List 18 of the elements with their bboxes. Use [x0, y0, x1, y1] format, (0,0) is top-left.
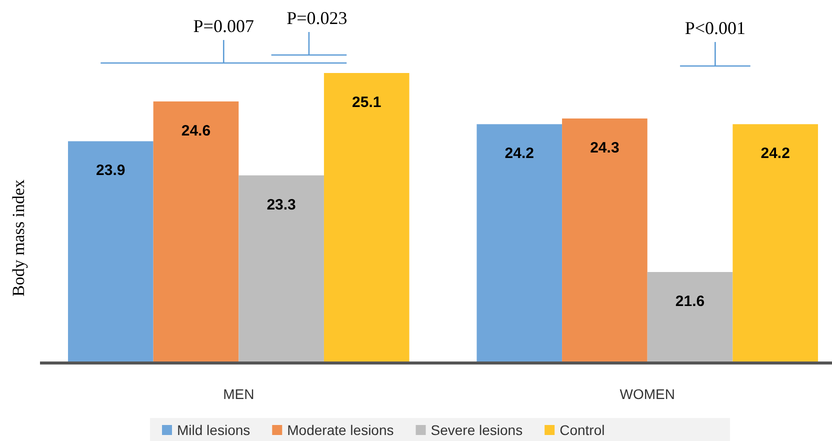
data-label: 24.2: [760, 145, 790, 162]
data-label: 24.2: [504, 145, 534, 162]
data-label: 24.6: [181, 122, 211, 140]
x-tick-label: WOMEN: [620, 386, 675, 402]
text: P=0.007: [193, 16, 254, 36]
text: P=0.023: [286, 8, 348, 28]
legend-label: Mild lesions: [177, 422, 250, 438]
data-label: 23.3: [266, 196, 296, 214]
data-label: 21.6: [675, 293, 705, 310]
data-label: 23.9: [96, 162, 126, 180]
text: P<0.001: [684, 18, 746, 38]
legend-label: Moderate lesions: [287, 422, 394, 438]
data-label: 25.1: [352, 94, 382, 111]
legend-label: Severe lesions: [430, 422, 523, 438]
data-label: 24.3: [590, 139, 620, 156]
x-tick-label: MEN: [223, 386, 254, 402]
y-axis-title: Body mass index: [9, 178, 28, 297]
legend-label: Control: [560, 422, 605, 438]
